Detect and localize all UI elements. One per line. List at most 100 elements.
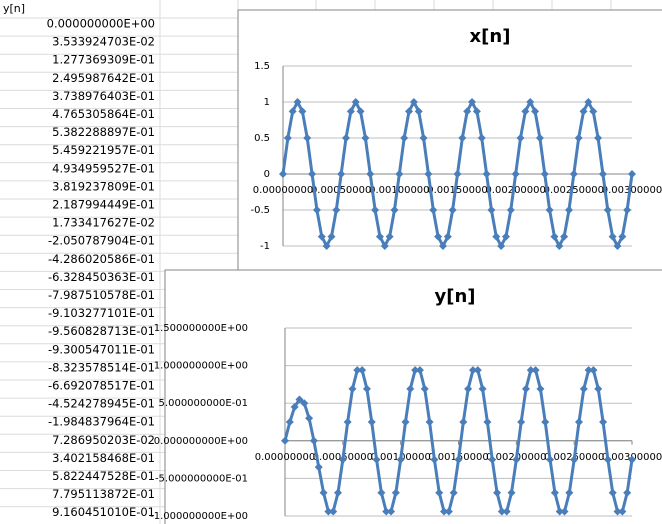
data-marker <box>608 232 617 241</box>
y-tick-label: -5.000000000E-01 <box>155 473 248 484</box>
data-marker <box>594 384 603 393</box>
data-marker <box>375 232 384 241</box>
x-tick-label: 0.00200000 <box>485 185 545 196</box>
data-marker <box>290 402 299 411</box>
data-marker <box>414 107 423 116</box>
data-marker <box>511 170 520 178</box>
data-marker <box>579 384 588 393</box>
data-marker <box>536 384 545 393</box>
data-marker <box>560 507 569 516</box>
data-marker <box>303 134 312 142</box>
data-marker <box>372 455 381 464</box>
cell-value: 3.402158468E-01 <box>52 451 155 465</box>
data-marker <box>459 418 468 426</box>
data-marker <box>366 170 375 178</box>
cell-value: -4.524278945E-01 <box>48 397 155 411</box>
data-marker <box>288 107 297 116</box>
data-marker <box>334 488 343 497</box>
y-tick-label: -0.5 <box>250 205 270 216</box>
data-marker <box>312 206 321 214</box>
cell-value: 4.934959527E-01 <box>52 161 155 175</box>
y-tick-label: -1 <box>260 241 270 252</box>
data-marker <box>361 134 370 142</box>
data-marker <box>463 107 472 116</box>
data-marker <box>401 418 410 426</box>
data-marker <box>521 107 530 116</box>
data-marker <box>628 170 636 178</box>
data-marker <box>560 232 569 241</box>
y-tick-label: 0 <box>264 169 270 180</box>
data-marker <box>424 170 433 178</box>
cell-value: -9.560828713E-01 <box>48 324 155 338</box>
data-marker <box>293 98 302 106</box>
data-marker <box>295 395 304 404</box>
data-marker <box>540 170 549 178</box>
data-marker <box>319 488 328 497</box>
y-tick-label: 0.000000000E+00 <box>154 436 248 447</box>
data-marker <box>415 366 424 375</box>
chart-title: x[n] <box>470 26 511 47</box>
data-marker <box>380 242 389 250</box>
data-marker <box>396 455 405 464</box>
chart: y[n] 1.500000000E+00 1.000000000E+00 5.0000… <box>150 269 662 524</box>
data-marker <box>555 242 564 250</box>
y-tick-label: 5.000000000E-01 <box>159 398 248 409</box>
data-marker <box>458 134 467 142</box>
data-marker <box>546 455 555 464</box>
data-marker <box>594 134 603 142</box>
data-marker <box>623 206 632 214</box>
data-marker <box>300 399 309 408</box>
data-marker <box>603 206 612 214</box>
data-marker <box>618 232 627 241</box>
x-tick-label: 0.00000000 <box>253 185 313 196</box>
cell-value: 2.187994449E-01 <box>52 198 155 212</box>
data-marker <box>487 206 496 214</box>
data-marker <box>449 488 458 497</box>
data-marker <box>599 418 608 426</box>
cell-value: 5.382288897E-01 <box>52 125 155 139</box>
y-tick-label: 1 <box>264 97 270 108</box>
data-marker <box>342 134 351 142</box>
data-marker <box>327 232 336 241</box>
data-marker <box>371 206 380 214</box>
data-marker <box>453 170 462 178</box>
cell-value: -6.328450363E-01 <box>48 270 155 284</box>
x-tick-label: 0.00050000 <box>311 185 371 196</box>
data-marker <box>406 384 415 393</box>
data-marker <box>512 455 521 464</box>
data-marker <box>628 455 636 464</box>
data-marker <box>346 107 355 116</box>
data-marker <box>419 134 428 142</box>
data-marker <box>391 488 400 497</box>
data-marker <box>279 170 287 178</box>
cell-value: 3.533924703E-02 <box>52 35 155 49</box>
cell-value: -7.987510578E-01 <box>48 288 155 302</box>
x-tick-label: 0.00300000 <box>602 185 662 196</box>
data-marker <box>343 418 352 426</box>
data-marker <box>395 170 404 178</box>
data-marker <box>584 98 593 106</box>
data-marker <box>574 418 583 426</box>
data-marker <box>492 232 501 241</box>
cell-value: 1.733417627E-02 <box>52 216 155 230</box>
column-header-cell: y[n] <box>3 2 25 15</box>
cell-value: -6.692078517E-01 <box>48 379 155 393</box>
data-marker <box>429 206 438 214</box>
data-marker <box>309 436 318 445</box>
data-marker <box>613 507 622 516</box>
data-marker <box>501 232 510 241</box>
data-marker <box>550 232 559 241</box>
data-marker <box>488 455 497 464</box>
data-marker <box>438 242 447 250</box>
data-marker <box>545 206 554 214</box>
data-marker <box>497 507 506 516</box>
data-marker <box>555 507 564 516</box>
data-marker <box>405 107 414 116</box>
x-tick-label: 0.00100000 <box>369 185 429 196</box>
cell-value: 4.765305864E-01 <box>52 107 155 121</box>
data-marker <box>434 232 443 241</box>
data-marker <box>317 232 326 241</box>
data-marker <box>348 384 357 393</box>
